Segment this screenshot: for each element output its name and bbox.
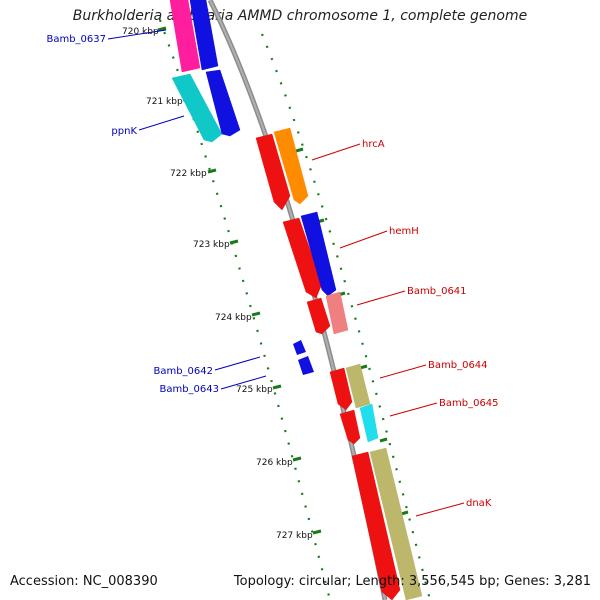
kbp-tick [251,311,261,317]
gene-bamb-0643-arrow [298,356,314,375]
accession-text: Accession: NC_008390 [10,574,158,589]
label-bamb-0642: Bamb_0642 [153,366,213,377]
gene-bamb-0642-arrow [293,340,306,355]
kbp-tick-right [295,147,304,153]
label-bamb-0643: Bamb_0643 [159,384,219,395]
kbp-label: 726 kbp [256,458,293,468]
gene-0641-red [306,297,331,335]
gene-0645-cyan [359,403,379,443]
label-hemh-leader [339,230,388,249]
gene-0645-red [339,409,361,445]
kbp-tick [229,239,239,245]
gene-dnaK-khaki [369,447,423,600]
backbone-highlight [209,0,386,600]
label-dnak: dnaK [466,498,492,509]
backbone-line [207,0,388,600]
label-ppnk-leader [138,115,185,131]
gene-0644-red [329,367,353,411]
tick-track-left [158,19,332,600]
label-hrca: hrcA [362,139,385,150]
gene-hrcA-red [255,133,291,211]
kbp-label: 724 kbp [215,313,252,323]
label-bamb-0637-leader [107,29,167,40]
gene-0644-khaki [345,363,371,409]
gene-hemH-red [282,217,323,299]
kbp-tick [157,26,167,32]
label-dnak-leader [415,502,465,517]
kbp-tick [312,529,322,535]
kbp-label: 721 kbp [146,97,183,107]
tick-track-right [260,33,432,600]
label-bamb-0645: Bamb_0645 [439,398,499,409]
kbp-label: 722 kbp [170,169,207,179]
kbp-label: 725 kbp [236,385,273,395]
label-bamb-0643-leader [220,375,267,390]
gene-hrcA-orange [273,127,309,205]
kbp-label: 727 kbp [276,531,313,541]
label-bamb-0637: Bamb_0637 [46,34,106,45]
kbp-tick [272,384,282,390]
kbp-tick [292,456,302,462]
label-hrca-leader [311,143,361,161]
label-bamb-0644-leader [379,364,427,379]
label-bamb-0641: Bamb_0641 [407,286,467,297]
label-bamb-0644: Bamb_0644 [428,360,488,371]
kbp-tick-right [379,437,388,443]
label-ppnk: ppnK [111,126,137,137]
gene-topA [169,0,201,73]
label-bamb-0641-leader [356,290,406,306]
gene-hemH-blue [300,211,337,297]
gene-topB [189,0,219,71]
gene-ppnK-blue [205,69,241,137]
label-bamb-0642-leader [214,356,261,371]
gene-ppnK-cyan [171,73,223,143]
gene-0641-pink [325,291,349,335]
genome-summary-text: Topology: circular; Length: 3,556,545 bp… [233,574,591,589]
kbp-tick [207,168,217,174]
label-bamb-0645-leader [389,402,438,417]
kbp-label: 720 kbp [122,27,159,37]
gene-dnaK-red [351,451,401,600]
kbp-label: 723 kbp [193,240,230,250]
label-hemh: hemH [389,226,419,237]
